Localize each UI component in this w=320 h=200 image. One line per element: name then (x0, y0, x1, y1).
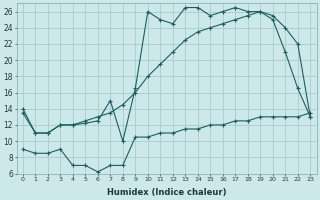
X-axis label: Humidex (Indice chaleur): Humidex (Indice chaleur) (107, 188, 226, 197)
